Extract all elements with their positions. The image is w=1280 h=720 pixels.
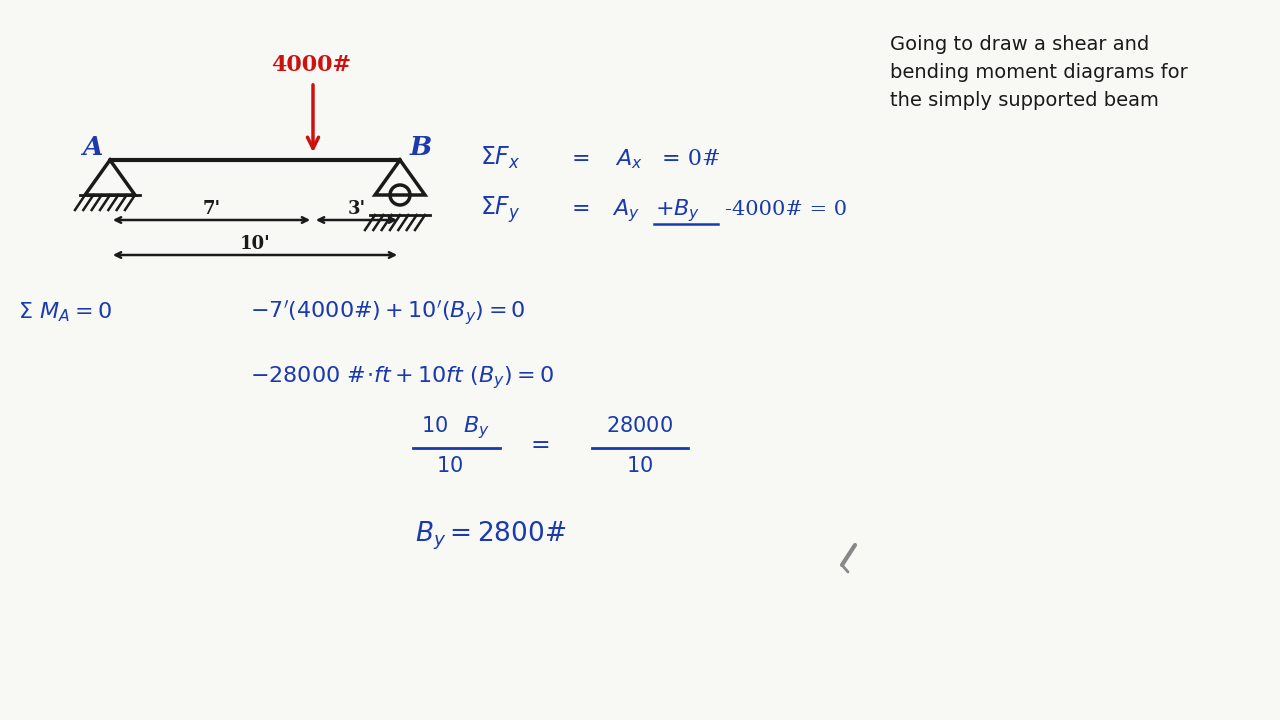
Text: $A_y$: $A_y$ [612,197,640,224]
Text: $A_x$: $A_x$ [614,147,643,171]
Text: $28000$: $28000$ [607,416,673,436]
Text: $10$: $10$ [436,456,463,476]
Text: A: A [82,135,102,160]
Text: $10$: $10$ [421,416,448,436]
Text: $10$: $10$ [626,456,654,476]
Text: 3': 3' [347,200,366,218]
Text: $B_y = 2800\#$: $B_y = 2800\#$ [415,520,566,552]
Text: $-7'(4000\#) + 10'(B_y) = 0$: $-7'(4000\#) + 10'(B_y) = 0$ [250,298,526,327]
Text: $\Sigma\ M_A = 0$: $\Sigma\ M_A = 0$ [18,300,111,323]
Text: 7': 7' [202,200,220,218]
Text: = 0#: = 0# [662,148,721,170]
Text: -4000# = 0: -4000# = 0 [724,200,847,219]
Text: 4000#: 4000# [271,54,351,76]
Text: Going to draw a shear and
bending moment diagrams for
the simply supported beam: Going to draw a shear and bending moment… [890,35,1188,110]
Text: =: = [530,434,550,457]
Text: 10': 10' [239,235,270,253]
Text: B: B [410,135,433,160]
Text: =: = [572,198,590,220]
Text: $\Sigma F_y$: $\Sigma F_y$ [480,194,521,225]
Text: $-28000\ \#\!\cdot\!ft + 10ft\ (B_y) = 0$: $-28000\ \#\!\cdot\!ft + 10ft\ (B_y) = 0… [250,364,554,390]
Text: $\Sigma F_x$: $\Sigma F_x$ [480,145,521,171]
Text: $+ B_y$: $+ B_y$ [655,197,700,224]
Text: =: = [572,148,590,170]
Text: $B_y$: $B_y$ [463,414,490,441]
